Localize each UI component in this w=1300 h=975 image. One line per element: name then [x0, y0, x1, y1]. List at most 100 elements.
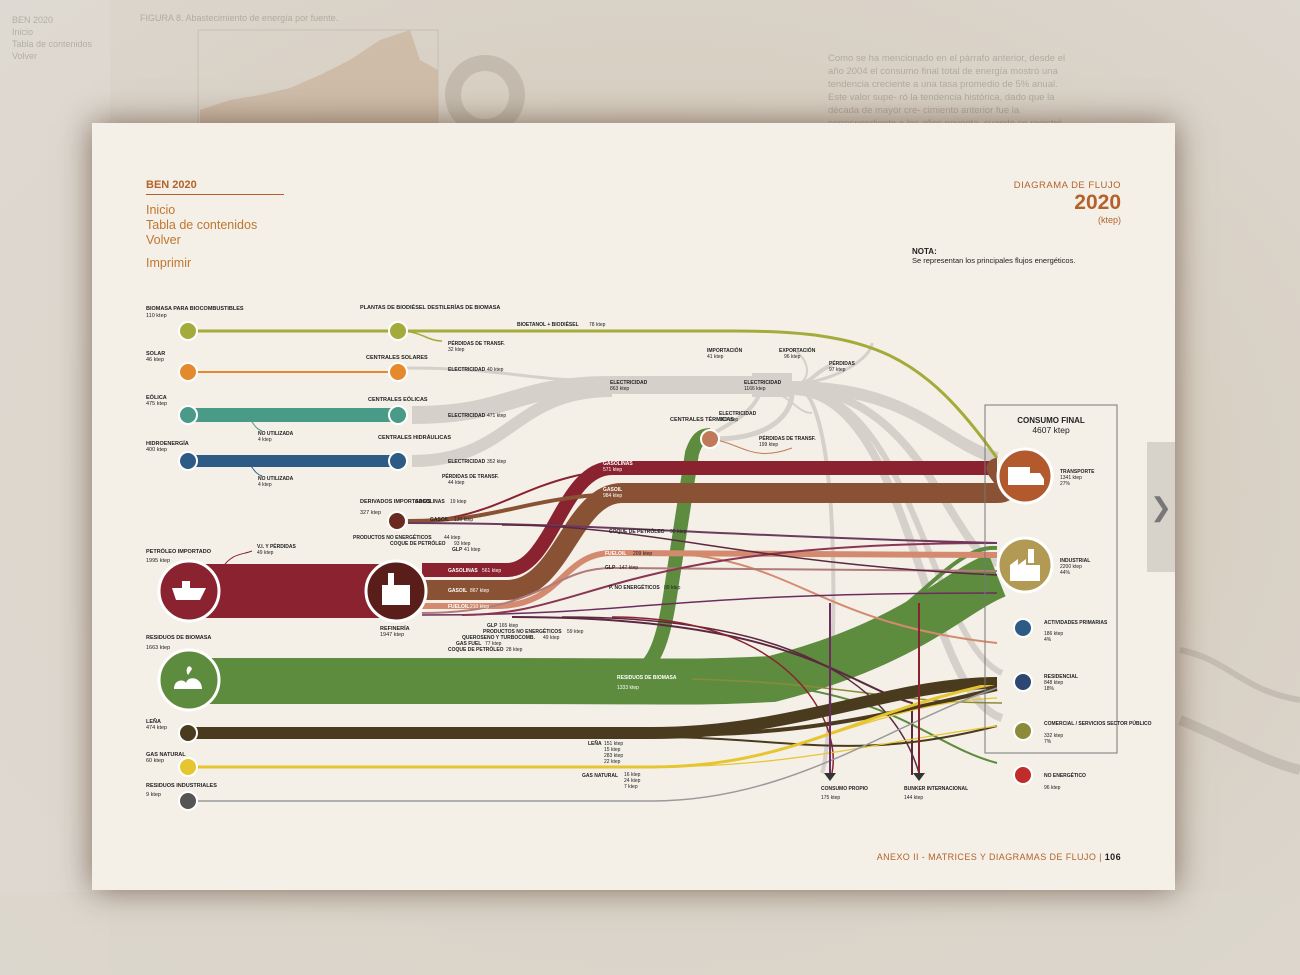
lbl-m-pne: P. NO ENERGÉTICOS — [609, 583, 660, 591]
commerce-building-icon — [1013, 721, 1033, 741]
center-icons — [364, 321, 720, 623]
lbl-gasolinas-t-v: 571 ktep — [603, 467, 622, 473]
lbl-lena-v0: 151 ktep — [604, 741, 623, 747]
solar-panel-icon — [388, 362, 408, 382]
non-energy-icon — [1013, 765, 1033, 785]
link-tabla-contenidos[interactable]: Tabla de contenidos — [146, 218, 258, 232]
lbl-m-glp-v: 147 ktep — [619, 565, 638, 571]
industrial-waste-icon — [178, 791, 198, 811]
lbl-vi-perd-v: 49 ktep — [257, 550, 274, 556]
source-icons — [157, 321, 221, 811]
src-derivados-value: 327 ktep — [360, 510, 381, 516]
lbl-r-pne-v: 59 ktep — [567, 629, 584, 635]
wind-turbine-icon — [178, 405, 198, 425]
src-eolica-value: 475 ktep — [146, 401, 167, 407]
center-solar-label: CENTRALES SOLARES — [366, 355, 428, 361]
lbl-perd-hidro: PÉRDIDAS DE TRANSF. — [442, 472, 499, 480]
wind-farm-icon — [388, 405, 408, 425]
lbl-elec-eolica: ELECTRICIDAD — [448, 413, 486, 419]
center-refineria-label: REFINERÍA — [380, 624, 410, 632]
lbl-lena: LEÑA — [588, 740, 602, 747]
sink-transporte-pct: 27% — [1060, 481, 1071, 487]
nota: NOTA: Se representan los principales flu… — [912, 247, 1075, 265]
consumo-propio-arrow — [824, 773, 836, 781]
lbl-m-fueloil-v: 209 ktep — [633, 551, 652, 557]
lbl-lena-v1: 15 ktep — [604, 747, 621, 753]
sink-comercial-name: COMERCIAL / SERVICIOS SECTOR PÚBLICO — [1044, 720, 1152, 727]
lbl-no-util-e-v: 4 ktep — [258, 437, 272, 443]
src-hidro-value: 400 ktep — [146, 447, 167, 453]
lbl-r-coque: COQUE DE PETRÓLEO — [448, 645, 504, 653]
lbl-d-coque: COQUE DE PETRÓLEO — [390, 539, 446, 547]
src-eolica-name: EÓLICA — [146, 393, 167, 401]
ben-header: BEN 2020 — [146, 179, 197, 191]
src-petroleo-value: 1995 ktep — [146, 558, 170, 564]
nota-text: Se representan los principales flujos en… — [912, 256, 1076, 265]
page-footer: ANEXO II - MATRICES Y DIAGRAMAS DE FLUJO… — [877, 852, 1121, 862]
title-year: 2020 — [1074, 191, 1121, 214]
sink-act-prim-name: ACTIVIDADES PRIMARIAS — [1044, 620, 1108, 626]
lbl-m-coque: COQUE DE PETRÓLEO — [609, 527, 665, 535]
dam-icon — [388, 451, 408, 471]
lbl-r-gasfuel-v: 77 ktep — [485, 641, 502, 647]
lbl-bioetanol: BIOETANOL + BIODIÉSEL — [517, 320, 579, 328]
lbl-perd-term-v: 199 ktep — [759, 442, 778, 448]
link-inicio[interactable]: Inicio — [146, 203, 176, 217]
lbl-bioetanol-v: 78 ktep — [589, 322, 606, 328]
lbl-m-coque-v: 95 ktep — [670, 529, 687, 535]
lbl-gas-v1: 24 ktep — [624, 778, 641, 784]
flow-diagram: BIOMASA PARA BIOCOMBUSTIBLES 110 ktep SO… — [146, 303, 1152, 811]
sink-act-prim-pct: 4% — [1044, 637, 1052, 643]
page: BEN 2020 Inicio Tabla de contenidos Volv… — [92, 123, 1175, 890]
link-volver[interactable]: Volver — [146, 233, 181, 247]
lbl-perd-bio: PÉRDIDAS DE TRANSF. — [448, 339, 505, 347]
page-number: 106 — [1104, 852, 1121, 862]
center-labels: PLANTAS DE BIODIÉSEL DESTILERÍAS DE BIOM… — [360, 303, 734, 638]
sink-industrial-pct: 44% — [1060, 570, 1071, 576]
lbl-elec-hidro: ELECTRICIDAD — [448, 459, 486, 465]
src-biocombustibles-value: 110 ktep — [146, 313, 167, 319]
diagram-title: DIAGRAMA DE FLUJO 2020 (ktep) — [1014, 180, 1121, 225]
src-gas-name: GAS NATURAL — [146, 752, 186, 758]
sink-icons — [996, 447, 1054, 785]
src-gas-value: 60 ktep — [146, 758, 164, 764]
lbl-m-pne-v: 89 ktep — [664, 585, 681, 591]
nota-title: NOTA: — [912, 247, 937, 256]
src-residuos-ind-value: 9 ktep — [146, 792, 161, 798]
lbl-d-gasoil-v: 130 ktep — [454, 517, 473, 523]
bg-fig-title: FIGURA 8. Abastecimiento de energía por … — [140, 13, 339, 23]
consumo-final-value: 4607 ktep — [1032, 425, 1070, 435]
primary-activities-icon — [1013, 618, 1033, 638]
lbl-m-glp: GLP — [605, 565, 616, 571]
gasolinas-flow — [422, 461, 997, 577]
fueloil-flow — [422, 549, 998, 609]
next-page-button[interactable]: ❯ — [1147, 442, 1175, 572]
bunker-arrow — [913, 773, 925, 781]
link-imprimir[interactable]: Imprimir — [146, 256, 192, 270]
biodiesel-plant-icon — [388, 321, 408, 341]
solar-sun-icon — [178, 362, 198, 382]
bg-left-menu: BEN 2020 Inicio Tabla de contenidos Volver — [12, 15, 93, 61]
src-residuos-biomasa-name: RESIDUOS DE BIOMASA — [146, 635, 211, 641]
lbl-importacion: IMPORTACIÓN — [707, 346, 743, 354]
lbl-r-glp-v: 165 ktep — [499, 623, 518, 629]
flow-labels: BIOETANOL + BIODIÉSEL 78 ktep PÉRDIDAS D… — [257, 320, 856, 790]
src-hidro-name: HIDROENERGÍA — [146, 439, 189, 447]
lbl-d-glp-v: 41 ktep — [464, 547, 481, 553]
house-icon — [1013, 672, 1033, 692]
firewood-icon — [178, 723, 198, 743]
lbl-elec-1166: ELECTRICIDAD — [744, 380, 782, 386]
gas-flame-icon — [178, 757, 198, 777]
lbl-no-util-e: NO UTILIZADA — [258, 431, 294, 437]
imported-derivatives-icon — [387, 511, 407, 531]
center-refineria-value: 1947 ktep — [380, 632, 404, 638]
center-biodiesel-label: PLANTAS DE BIODIÉSEL DESTILERÍAS DE BIOM… — [360, 303, 500, 311]
lena-flow — [190, 677, 998, 739]
lbl-d-pne: PRODUCTOS NO ENERGÉTICOS — [353, 533, 432, 541]
lbl-vi-perd: V.I. Y PÉRDIDAS — [257, 542, 296, 550]
lbl-no-util-h-v: 4 ktep — [258, 482, 272, 488]
sink-industrial-name: INDUSTRIAL — [1060, 558, 1090, 564]
bunker-value: 144 ktep — [904, 795, 923, 801]
lbl-no-util-h: NO UTILIZADA — [258, 476, 294, 482]
